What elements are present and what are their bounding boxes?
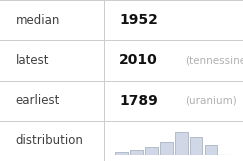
Bar (175, 132, 188, 155)
Bar (190, 137, 202, 155)
Text: 1952: 1952 (119, 13, 158, 27)
Text: (tennessine): (tennessine) (185, 55, 243, 65)
Text: earliest: earliest (16, 94, 60, 107)
Text: (uranium): (uranium) (185, 96, 236, 106)
Bar (205, 145, 217, 155)
Bar (160, 142, 173, 155)
Text: median: median (16, 14, 60, 27)
Text: distribution: distribution (16, 134, 84, 147)
Bar (145, 147, 158, 155)
Bar (115, 152, 128, 155)
Text: 2010: 2010 (119, 53, 158, 67)
Bar (130, 150, 143, 155)
Text: latest: latest (16, 54, 49, 67)
Text: 1789: 1789 (119, 94, 158, 108)
